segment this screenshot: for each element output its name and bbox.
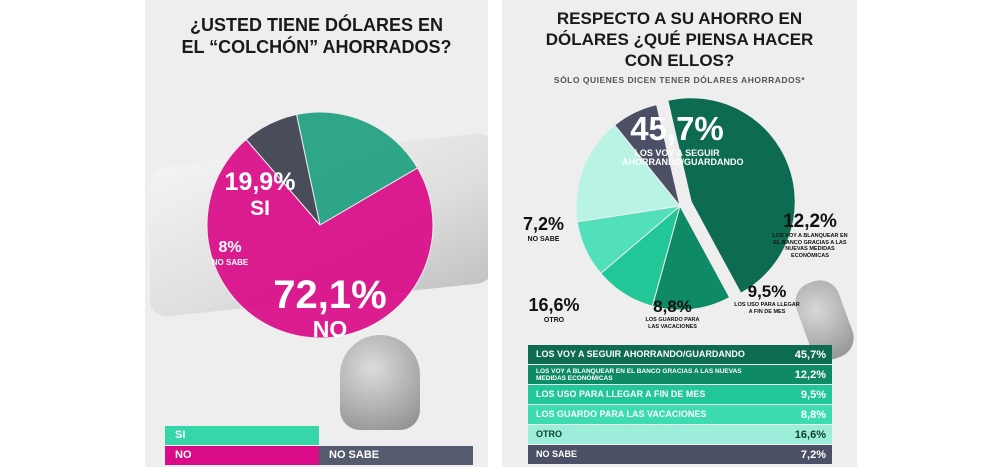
right-chart-subtitle: SÓLO QUIENES DICEN TENER DÓLARES AHORRAD… xyxy=(553,75,806,85)
slice-label-otro: 16,6% OTRO xyxy=(524,296,584,324)
right-title-line-2: DÓLARES ¿QUÉ PIENSA HACER xyxy=(545,30,814,49)
right-chart-title: RESPECTO A SU AHORRO EN DÓLARES ¿QUÉ PIE… xyxy=(502,8,857,71)
bust-statue-image xyxy=(340,335,420,430)
slice-label-no-sabe-right: 7,2% NO SABE xyxy=(516,215,571,243)
slice-value-blanquear: 12,2% xyxy=(783,211,837,232)
slice-label-ahorrando: 45,7% LOS VOY A SEGUIR AHORRANDO/GUARDAN… xyxy=(597,112,757,167)
legend-no: NO xyxy=(165,446,319,465)
slice-caption-no-sabe-right: NO SABE xyxy=(527,236,560,243)
legend-no-sabe-label: NO SABE xyxy=(329,449,380,461)
left-panel: ¿USTED TIENE DÓLARES EN EL “COLCHÓN” AHO… xyxy=(145,0,488,467)
slice-caption-ahorrando: LOS VOY A SEGUIR AHORRANDO/GUARDANDO xyxy=(622,148,744,167)
right-pie-chart xyxy=(575,97,796,311)
slice-value-fin-de-mes: 9,5% xyxy=(747,282,787,301)
slice-label-vacaciones: 8,8% LOS GUARDO PARA LAS VACACIONES xyxy=(640,298,705,330)
right-title-line-1: RESPECTO A SU AHORRO EN xyxy=(556,9,803,28)
left-pie-chart xyxy=(206,111,434,339)
table-row: OTRO 16,6% xyxy=(528,425,832,444)
slice-caption-fin-de-mes: LOS USO PARA LLEGAR A FIN DE MES xyxy=(734,302,800,315)
right-title-line-3: CON ELLOS? xyxy=(624,51,735,70)
table-row-label: LOS VOY A BLANQUEAR EN EL BANCO GRACIAS … xyxy=(536,367,742,382)
table-row-label: LOS USO PARA LLEGAR A FIN DE MES xyxy=(536,389,706,399)
legend-si: SI xyxy=(165,426,319,445)
table-row-value: 12,2% xyxy=(794,368,826,381)
right-pie-slice-0 xyxy=(667,97,796,294)
slice-value-vacaciones: 8,8% xyxy=(653,297,692,316)
table-row-label: NO SABE xyxy=(536,449,578,459)
table-row-label: OTRO xyxy=(536,429,562,439)
table-row-value: 7,2% xyxy=(800,448,826,461)
slice-value-si: 19,9% xyxy=(224,168,296,196)
right-pie-slice-5 xyxy=(613,104,681,207)
left-title-line-2: EL “COLCHÓN” AHORRADOS? xyxy=(181,37,452,57)
slice-label-no: 72,1% NO xyxy=(250,275,410,341)
table-row-label: LOS GUARDO PARA LAS VACACIONES xyxy=(536,409,707,419)
slice-value-no: 72,1% xyxy=(273,273,387,317)
slice-label-no-sabe: 8% NO SABE xyxy=(200,240,260,267)
slice-caption-blanquear: LOS VOY A BLANQUEAR EN EL BANCO GRACIAS … xyxy=(772,233,848,259)
slice-name-no-sabe: NO SABE xyxy=(211,258,249,267)
right-panel: RESPECTO A SU AHORRO EN DÓLARES ¿QUÉ PIE… xyxy=(502,0,857,467)
table-row-value: 8,8% xyxy=(800,408,826,421)
right-pie-slice-4 xyxy=(575,124,681,223)
slice-value-no-sabe-right: 7,2% xyxy=(522,214,565,234)
slice-name-no: NO xyxy=(312,316,348,342)
legend-si-label: SI xyxy=(175,429,186,441)
table-row-value: 16,6% xyxy=(794,428,826,441)
slice-label-blanquear: 12,2% LOS VOY A BLANQUEAR EN EL BANCO GR… xyxy=(770,212,850,259)
table-row-label: LOS VOY A SEGUIR AHORRANDO/GUARDANDO xyxy=(536,349,745,359)
slice-caption-vacaciones: LOS GUARDO PARA LAS VACACIONES xyxy=(645,317,700,330)
slice-name-si: SI xyxy=(250,197,270,220)
legend-no-sabe: NO SABE xyxy=(319,446,473,465)
slice-label-si: 19,9% SI xyxy=(215,168,305,220)
slice-caption-otro: OTRO xyxy=(543,317,565,324)
slice-label-fin-de-mes: 9,5% LOS USO PARA LLEGAR A FIN DE MES xyxy=(732,283,802,315)
legend-no-label: NO xyxy=(175,449,192,461)
table-row-value: 45,7% xyxy=(794,348,826,361)
slice-value-ahorrando: 45,7% xyxy=(630,110,724,147)
left-title-line-1: ¿USTED TIENE DÓLARES EN xyxy=(189,15,444,35)
right-pie-slice-1 xyxy=(651,204,731,311)
slice-value-otro: 16,6% xyxy=(528,295,580,315)
table-row: LOS VOY A BLANQUEAR EN EL BANCO GRACIAS … xyxy=(528,365,832,384)
table-row: LOS VOY A SEGUIR AHORRANDO/GUARDANDO 45,7… xyxy=(528,345,832,364)
left-pie-slice-0 xyxy=(295,111,419,226)
table-row: NO SABE 7,2% xyxy=(528,445,832,464)
table-row: LOS GUARDO PARA LAS VACACIONES 8,8% xyxy=(528,405,832,424)
left-chart-title: ¿USTED TIENE DÓLARES EN EL “COLCHÓN” AHO… xyxy=(145,14,488,58)
table-row: LOS USO PARA LLEGAR A FIN DE MES 9,5% xyxy=(528,385,832,404)
slice-value-no-sabe: 8% xyxy=(218,239,242,256)
left-pie-slice-1 xyxy=(206,138,434,339)
left-pie-slice-2 xyxy=(245,113,321,226)
table-row-value: 9,5% xyxy=(800,388,826,401)
